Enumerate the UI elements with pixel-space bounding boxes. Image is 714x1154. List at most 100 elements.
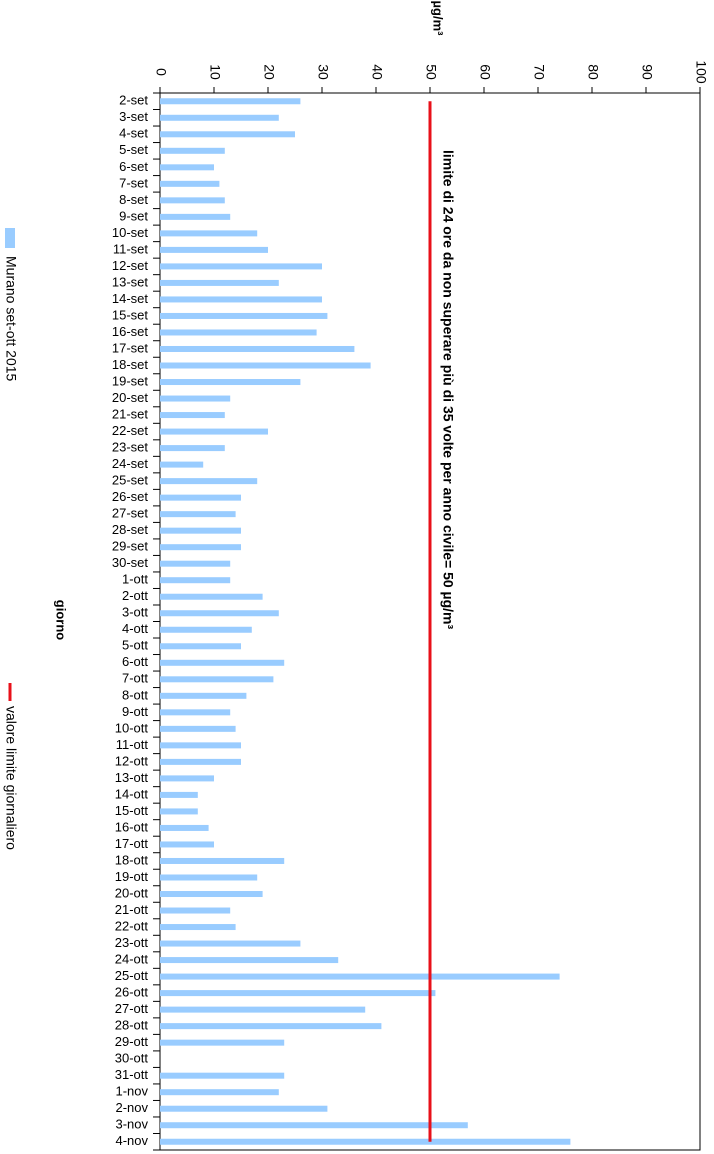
category-label: 14-set	[112, 291, 149, 306]
bar	[160, 841, 214, 848]
category-label: 28-set	[112, 522, 149, 537]
bar	[160, 808, 198, 815]
legend-label: Murano set-ott 2015	[3, 256, 19, 382]
category-label: 2-set	[119, 93, 148, 108]
bar	[160, 461, 204, 468]
category-label: 13-ott	[115, 770, 149, 785]
category-label: 11-set	[113, 241, 149, 256]
bar	[160, 279, 279, 286]
category-label: 8-set	[119, 192, 148, 207]
bar	[160, 676, 274, 683]
legend-swatch	[5, 228, 15, 248]
bar	[160, 990, 436, 997]
value-tick-label: 0	[153, 68, 169, 76]
bar	[160, 891, 263, 898]
category-label: 20-ott	[115, 885, 149, 900]
category-label: 18-set	[112, 357, 149, 372]
bar	[160, 544, 241, 551]
category-label: 5-set	[119, 142, 148, 157]
category-label: 30-ott	[115, 1051, 149, 1066]
bar	[160, 147, 225, 154]
category-label: 15-set	[112, 307, 149, 322]
category-label: 14-ott	[115, 786, 149, 801]
category-label: 3-ott	[122, 605, 148, 620]
value-tick-label: 60	[477, 64, 493, 80]
bar	[160, 379, 301, 386]
value-tick-label: 70	[531, 64, 547, 80]
bar	[160, 131, 295, 138]
category-label: 6-ott	[122, 654, 148, 669]
category-label: 15-ott	[115, 803, 149, 818]
category-label: 17-set	[112, 340, 149, 355]
category-label: 23-ott	[115, 935, 149, 950]
category-label: 22-set	[112, 423, 149, 438]
bar	[160, 428, 268, 435]
value-tick-label: 40	[369, 64, 385, 80]
bar	[160, 445, 225, 452]
category-label: 23-set	[112, 440, 149, 455]
category-label: 2-ott	[122, 588, 148, 603]
category-label: 5-ott	[122, 638, 148, 653]
category-label: 4-set	[119, 126, 148, 141]
bar	[160, 874, 258, 881]
bar	[160, 494, 241, 501]
category-label: 22-ott	[115, 918, 149, 933]
bar	[160, 230, 258, 237]
category-label: 29-set	[112, 539, 149, 554]
category-label: 11-ott	[116, 737, 149, 752]
bar	[160, 725, 236, 732]
bar	[160, 511, 236, 518]
category-label: 19-set	[112, 373, 149, 388]
category-label: 31-ott	[115, 1067, 149, 1082]
bar	[160, 164, 214, 171]
bar	[160, 709, 231, 716]
category-label: 25-ott	[115, 968, 149, 983]
bar	[160, 362, 371, 369]
bar	[160, 940, 301, 947]
value-tick-label: 50	[423, 64, 439, 80]
category-label: 1-nov	[115, 1084, 148, 1099]
category-label: 3-nov	[115, 1117, 148, 1132]
category-label: 24-ott	[115, 952, 149, 967]
bar	[160, 1023, 382, 1030]
bar	[160, 1122, 468, 1129]
bar	[160, 345, 355, 352]
bar	[160, 577, 231, 584]
bar	[160, 610, 279, 617]
bar	[160, 197, 225, 204]
bar	[160, 593, 263, 600]
category-label: 7-ott	[122, 671, 148, 686]
bar	[160, 907, 231, 914]
category-label: 7-set	[119, 175, 148, 190]
bar	[160, 643, 241, 650]
bar	[160, 973, 560, 980]
value-axis-title: µg/m³	[431, 1, 446, 37]
category-label: 27-ott	[115, 1001, 149, 1016]
value-tick-label: 10	[207, 64, 223, 80]
bar	[160, 395, 231, 402]
category-label: 8-ott	[122, 687, 148, 702]
category-label: 21-set	[112, 406, 149, 421]
category-label: 3-set	[119, 109, 148, 124]
bar	[160, 1006, 366, 1013]
category-label: 26-set	[112, 489, 149, 504]
bar	[160, 246, 268, 253]
value-tick-label: 20	[261, 64, 277, 80]
category-label: 4-nov	[115, 1133, 148, 1148]
category-label: 18-ott	[115, 852, 149, 867]
value-tick-label: 90	[639, 64, 655, 80]
bar	[160, 742, 241, 749]
bar	[160, 758, 241, 765]
bar	[160, 329, 317, 336]
category-label: 30-set	[112, 555, 149, 570]
bar	[160, 924, 236, 931]
bar	[160, 527, 241, 534]
category-label: 25-set	[112, 473, 149, 488]
bar	[160, 263, 322, 270]
bar	[160, 791, 198, 798]
category-label: 6-set	[119, 159, 148, 174]
category-label: 13-set	[112, 274, 149, 289]
category-label: 16-ott	[115, 819, 149, 834]
bar	[160, 1072, 285, 1079]
